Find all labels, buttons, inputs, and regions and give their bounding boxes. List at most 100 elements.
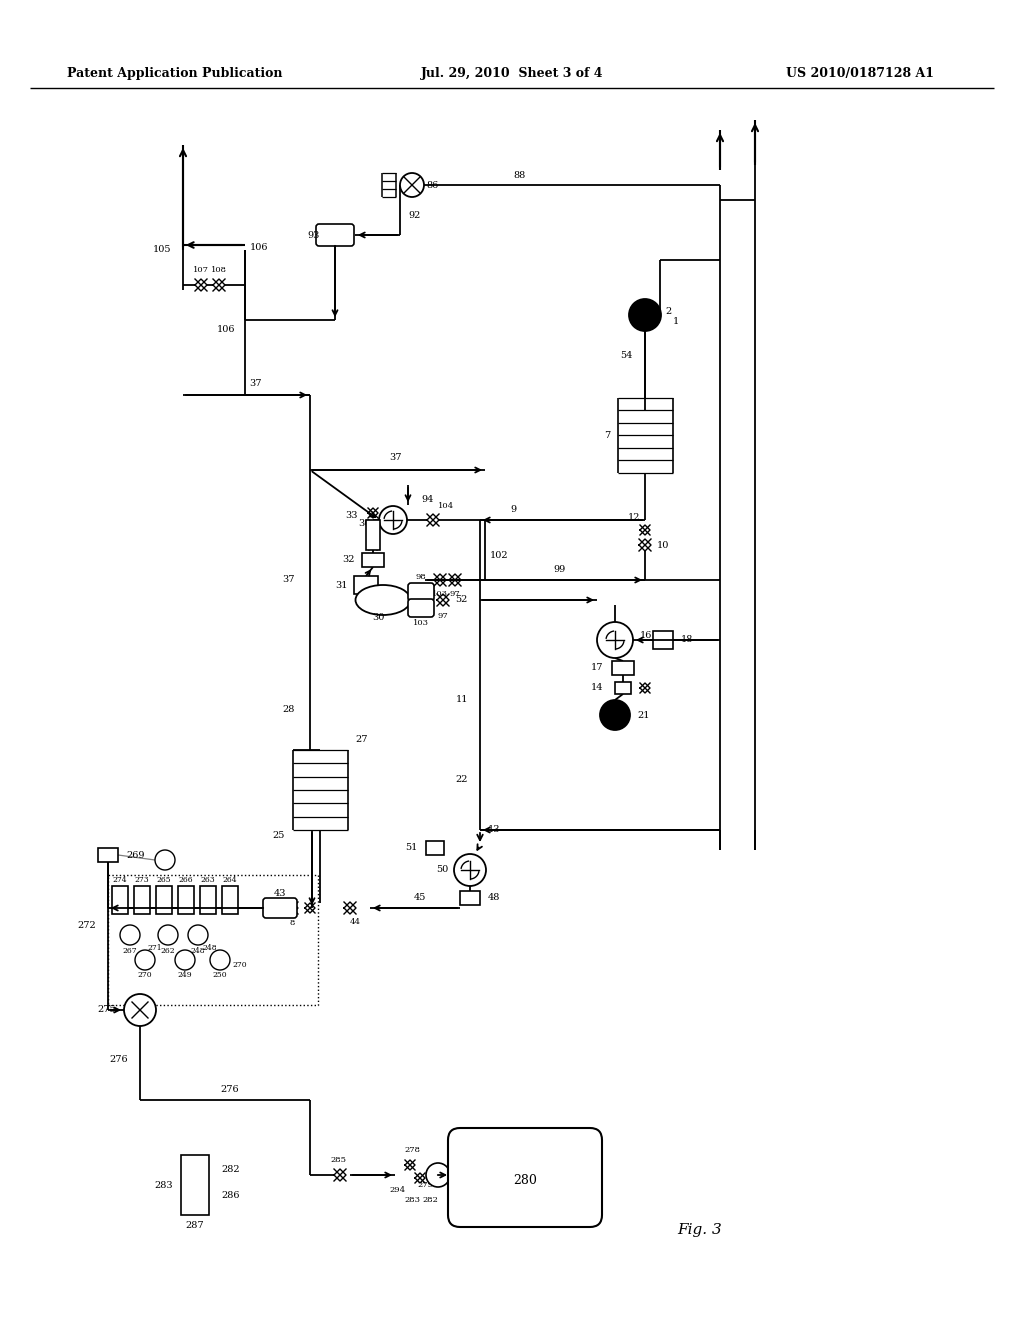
FancyBboxPatch shape	[200, 886, 216, 913]
Text: 50: 50	[436, 866, 449, 874]
Text: 276: 276	[221, 1085, 240, 1094]
Text: 262: 262	[161, 946, 175, 954]
Text: 97: 97	[450, 590, 461, 598]
Text: 248: 248	[203, 944, 217, 952]
Text: 282: 282	[221, 1166, 240, 1175]
FancyBboxPatch shape	[362, 553, 384, 568]
Text: 52: 52	[456, 595, 468, 605]
Circle shape	[454, 854, 486, 886]
Text: 103: 103	[432, 590, 449, 598]
FancyBboxPatch shape	[316, 224, 354, 246]
Text: 45: 45	[414, 894, 426, 903]
Text: 10: 10	[657, 540, 670, 549]
Text: Jul. 29, 2010  Sheet 3 of 4: Jul. 29, 2010 Sheet 3 of 4	[421, 66, 603, 79]
FancyBboxPatch shape	[366, 520, 380, 550]
FancyBboxPatch shape	[263, 898, 297, 917]
Text: 272: 272	[77, 920, 96, 929]
FancyBboxPatch shape	[134, 886, 150, 913]
Text: 12: 12	[628, 513, 640, 523]
FancyBboxPatch shape	[612, 661, 634, 675]
Text: 37: 37	[283, 576, 295, 585]
Text: 13: 13	[488, 825, 501, 834]
Text: 99: 99	[554, 565, 566, 574]
Text: 282: 282	[422, 1196, 438, 1204]
Text: 16: 16	[640, 631, 652, 639]
Text: 7: 7	[604, 430, 610, 440]
Text: US 2010/0187128 A1: US 2010/0187128 A1	[786, 66, 934, 79]
Text: 105: 105	[153, 246, 171, 255]
Text: 94: 94	[421, 495, 433, 504]
Text: 37: 37	[249, 379, 261, 388]
Text: Fig. 3: Fig. 3	[678, 1224, 722, 1237]
Text: 9: 9	[510, 506, 516, 515]
Text: 1: 1	[673, 318, 679, 326]
Text: 269: 269	[126, 850, 144, 859]
Text: 250: 250	[213, 972, 227, 979]
FancyBboxPatch shape	[181, 1155, 209, 1214]
Text: Patent Application Publication: Patent Application Publication	[68, 66, 283, 79]
Text: 33: 33	[345, 511, 358, 520]
Circle shape	[135, 950, 155, 970]
Text: 286: 286	[221, 1191, 240, 1200]
Text: 43: 43	[273, 888, 287, 898]
Ellipse shape	[355, 585, 411, 615]
Text: 36: 36	[358, 519, 371, 528]
FancyBboxPatch shape	[426, 841, 444, 855]
FancyBboxPatch shape	[408, 583, 434, 601]
Text: 266: 266	[178, 876, 194, 884]
Text: 51: 51	[406, 843, 418, 853]
Circle shape	[158, 925, 178, 945]
Text: 276: 276	[110, 1056, 128, 1064]
Text: 104: 104	[438, 502, 454, 510]
FancyBboxPatch shape	[615, 682, 631, 694]
Text: 28: 28	[283, 705, 295, 714]
Text: 270: 270	[232, 961, 248, 969]
Text: 283: 283	[404, 1196, 420, 1204]
Text: 107: 107	[193, 267, 209, 275]
Text: 27: 27	[355, 735, 368, 744]
FancyBboxPatch shape	[408, 599, 434, 616]
Text: 294: 294	[390, 1185, 407, 1195]
Text: 88: 88	[514, 170, 526, 180]
Text: 30: 30	[372, 614, 384, 623]
Text: 267: 267	[123, 946, 137, 954]
Text: 102: 102	[490, 550, 509, 560]
Circle shape	[120, 925, 140, 945]
Text: 264: 264	[222, 876, 238, 884]
Text: 248: 248	[190, 946, 206, 954]
Text: 285: 285	[330, 1156, 346, 1164]
Text: 249: 249	[178, 972, 193, 979]
Text: 31: 31	[336, 581, 348, 590]
Text: 97: 97	[437, 612, 449, 620]
FancyBboxPatch shape	[354, 576, 378, 594]
Text: 22: 22	[456, 776, 468, 784]
Text: 98: 98	[416, 573, 426, 581]
Circle shape	[597, 622, 633, 657]
Text: 108: 108	[211, 267, 227, 275]
Circle shape	[175, 950, 195, 970]
Text: 86: 86	[426, 181, 438, 190]
Text: 8: 8	[290, 919, 295, 927]
Text: 48: 48	[488, 894, 501, 903]
Circle shape	[600, 700, 630, 730]
Text: 11: 11	[456, 696, 468, 705]
Circle shape	[379, 506, 407, 535]
Text: 103: 103	[413, 619, 429, 627]
Text: 54: 54	[621, 351, 633, 359]
Text: 278: 278	[404, 1146, 420, 1154]
Text: 32: 32	[342, 556, 355, 565]
Text: 287: 287	[185, 1221, 205, 1229]
Text: 44: 44	[349, 917, 360, 927]
Circle shape	[426, 1163, 450, 1187]
Text: 273: 273	[134, 876, 150, 884]
FancyBboxPatch shape	[112, 886, 128, 913]
Text: 106: 106	[250, 243, 268, 252]
Text: 265: 265	[157, 876, 171, 884]
Text: 37: 37	[389, 454, 401, 462]
Text: 275: 275	[97, 1006, 116, 1015]
FancyBboxPatch shape	[98, 847, 118, 862]
Circle shape	[188, 925, 208, 945]
FancyBboxPatch shape	[653, 631, 673, 649]
FancyBboxPatch shape	[460, 891, 480, 906]
Text: 2: 2	[665, 306, 672, 315]
